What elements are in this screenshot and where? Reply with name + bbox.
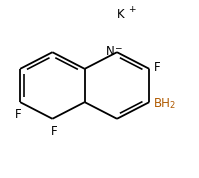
Text: F: F	[51, 125, 58, 138]
Text: N: N	[106, 45, 115, 58]
Text: 2: 2	[169, 101, 174, 110]
Text: F: F	[15, 108, 21, 121]
Text: −: −	[114, 43, 122, 52]
Text: BH: BH	[154, 96, 171, 109]
Text: K: K	[116, 8, 124, 21]
Text: +: +	[128, 5, 136, 14]
Text: F: F	[154, 61, 161, 74]
